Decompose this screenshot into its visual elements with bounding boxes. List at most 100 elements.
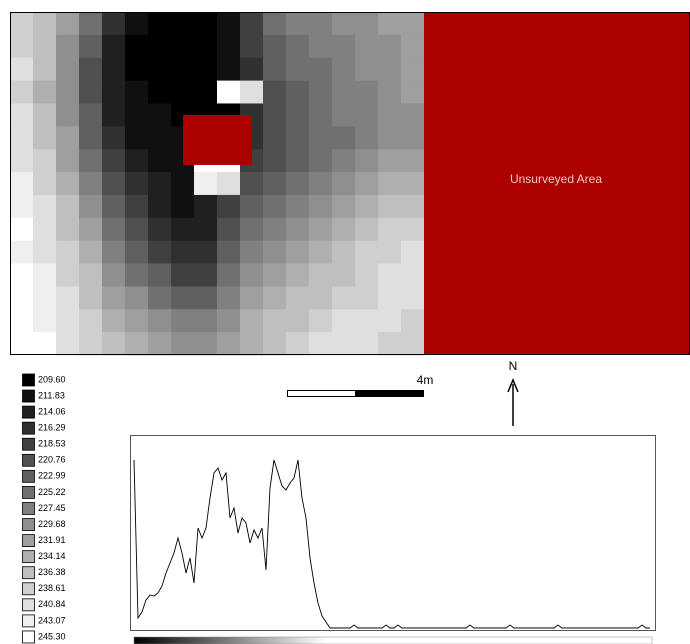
raster-cell [79, 12, 102, 35]
raster-cell [194, 12, 217, 35]
raster-cell [33, 35, 56, 58]
raster-cell [102, 58, 125, 81]
raster-cell [33, 309, 56, 332]
raster-cell [240, 309, 263, 332]
raster-cell [125, 58, 148, 81]
raster-cell [171, 309, 194, 332]
raster-cell [401, 126, 424, 149]
legend-label: 229.68 [38, 519, 66, 529]
raster-cell [56, 12, 79, 35]
raster-cell [33, 218, 56, 241]
raster-cell [263, 58, 286, 81]
raster-cell [10, 58, 33, 81]
raster-cell [332, 286, 355, 309]
page: Unsurveyed Area 4m N 209.60211.83214.062… [0, 0, 690, 644]
scale-label: 4m [417, 373, 434, 387]
raster-cell [355, 309, 378, 332]
raster-cell [102, 103, 125, 126]
raster-cell [148, 218, 171, 241]
raster-cell [332, 58, 355, 81]
raster-cell [286, 332, 309, 355]
legend-label: 234.14 [38, 551, 66, 561]
raster-cell [332, 218, 355, 241]
raster-cell [79, 286, 102, 309]
raster-cell [263, 12, 286, 35]
raster-cell [355, 58, 378, 81]
raster-cell [125, 103, 148, 126]
raster-cell [125, 126, 148, 149]
legend-label: 214.06 [38, 406, 66, 416]
raster-cell [378, 218, 401, 241]
raster-cell [355, 149, 378, 172]
raster-cell [286, 241, 309, 264]
raster-cell [56, 241, 79, 264]
raster-cell [194, 218, 217, 241]
legend-swatch [23, 438, 35, 450]
raster-cell [332, 172, 355, 195]
raster-cell [355, 332, 378, 355]
raster-cell [240, 286, 263, 309]
raster-cell [125, 264, 148, 287]
raster-cell [148, 241, 171, 264]
raster-cell [194, 286, 217, 309]
raster-cell [378, 241, 401, 264]
raster-cell [378, 309, 401, 332]
legend-label: 222.99 [38, 471, 66, 481]
legend-label: 211.83 [38, 390, 65, 400]
raster-cell [401, 172, 424, 195]
raster-cell [355, 195, 378, 218]
raster-cell [332, 149, 355, 172]
raster-cell [79, 35, 102, 58]
raster-cell [79, 172, 102, 195]
raster-cell [332, 35, 355, 58]
raster-cell [240, 81, 263, 104]
raster-cell [263, 172, 286, 195]
raster-cell [286, 126, 309, 149]
raster-cell [401, 264, 424, 287]
raster-cell [125, 241, 148, 264]
raster-cell [309, 81, 332, 104]
raster-cell [33, 58, 56, 81]
raster-cell [10, 35, 33, 58]
raster-cell [355, 218, 378, 241]
raster-cell [401, 81, 424, 104]
raster-cell [240, 35, 263, 58]
raster-cell [355, 264, 378, 287]
raster-cell [171, 35, 194, 58]
legend-label: 240.84 [38, 599, 66, 609]
raster-cell [10, 81, 33, 104]
raster-cell [10, 195, 33, 218]
raster-cell [355, 81, 378, 104]
legend-swatch [23, 631, 35, 643]
raster-cell [102, 12, 125, 35]
legend-label: 216.29 [38, 423, 66, 433]
legend-label: 227.45 [38, 503, 66, 513]
raster-cell [240, 58, 263, 81]
raster-cell [33, 149, 56, 172]
raster-cell [263, 149, 286, 172]
legend-swatch [23, 583, 35, 595]
raster-cell [10, 286, 33, 309]
raster-cell [148, 12, 171, 35]
raster-cell [33, 241, 56, 264]
raster-cell [171, 286, 194, 309]
raster-cell [240, 241, 263, 264]
raster-cell [10, 149, 33, 172]
raster-cell [263, 286, 286, 309]
raster-cell [171, 12, 194, 35]
raster-cell [355, 286, 378, 309]
raster-cell [125, 12, 148, 35]
raster-cell [286, 12, 309, 35]
raster-cell [263, 126, 286, 149]
raster-cell [286, 218, 309, 241]
raster-cell [286, 286, 309, 309]
raster-cell [10, 332, 33, 355]
raster-cell [171, 195, 194, 218]
raster-cell [56, 195, 79, 218]
raster-cell [378, 149, 401, 172]
raster-cell [378, 264, 401, 287]
legend-swatch [23, 374, 35, 386]
raster-cell [148, 81, 171, 104]
raster-cell [171, 241, 194, 264]
raster-cell [332, 12, 355, 35]
